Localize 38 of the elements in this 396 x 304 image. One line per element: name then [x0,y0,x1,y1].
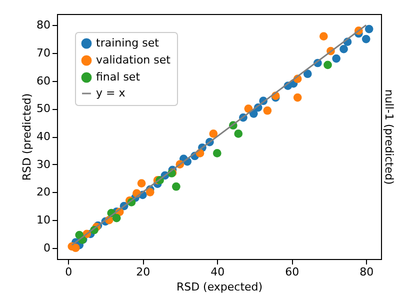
y-tick-label: 0 [44,241,50,254]
point [340,44,348,54]
x-tick-label: 20 [136,266,150,278]
point [324,60,332,70]
point [234,130,243,138]
point [209,130,218,138]
point [212,149,222,158]
point [332,54,340,63]
point [146,188,154,196]
x-tick-label: 60 [285,266,300,278]
x-tick-label: 80 [360,266,374,278]
y-tick-label: 50 [36,102,50,116]
y-axis-title: RSD (predicted) [20,93,34,181]
point [172,182,180,191]
point [362,34,370,44]
legend-label: final set [96,70,141,84]
point [112,214,121,222]
y-tick-label: 70 [36,46,50,60]
point [364,24,374,34]
y-tick-label: 10 [36,214,50,227]
y-tick-label: 20 [36,186,50,199]
y2-axis-title: null-1 (predicted) [382,89,396,185]
y-tick-label: 30 [36,158,50,171]
x-tick-label: 40 [210,266,225,278]
y-tick-label: 40 [36,130,50,143]
point [319,32,328,40]
point [263,106,272,115]
point [71,244,80,252]
legend-label: y = x [96,86,126,100]
y-tick-label: 60 [36,74,50,88]
legend-label: training set [96,36,160,50]
y-tick-label: 80 [36,18,50,32]
point [303,70,312,78]
x-axis-title: RSD (expected) [176,280,263,294]
point [137,179,146,188]
x-tick-label: 0 [65,266,72,278]
point [293,93,302,102]
legend-label: validation set [96,54,172,66]
